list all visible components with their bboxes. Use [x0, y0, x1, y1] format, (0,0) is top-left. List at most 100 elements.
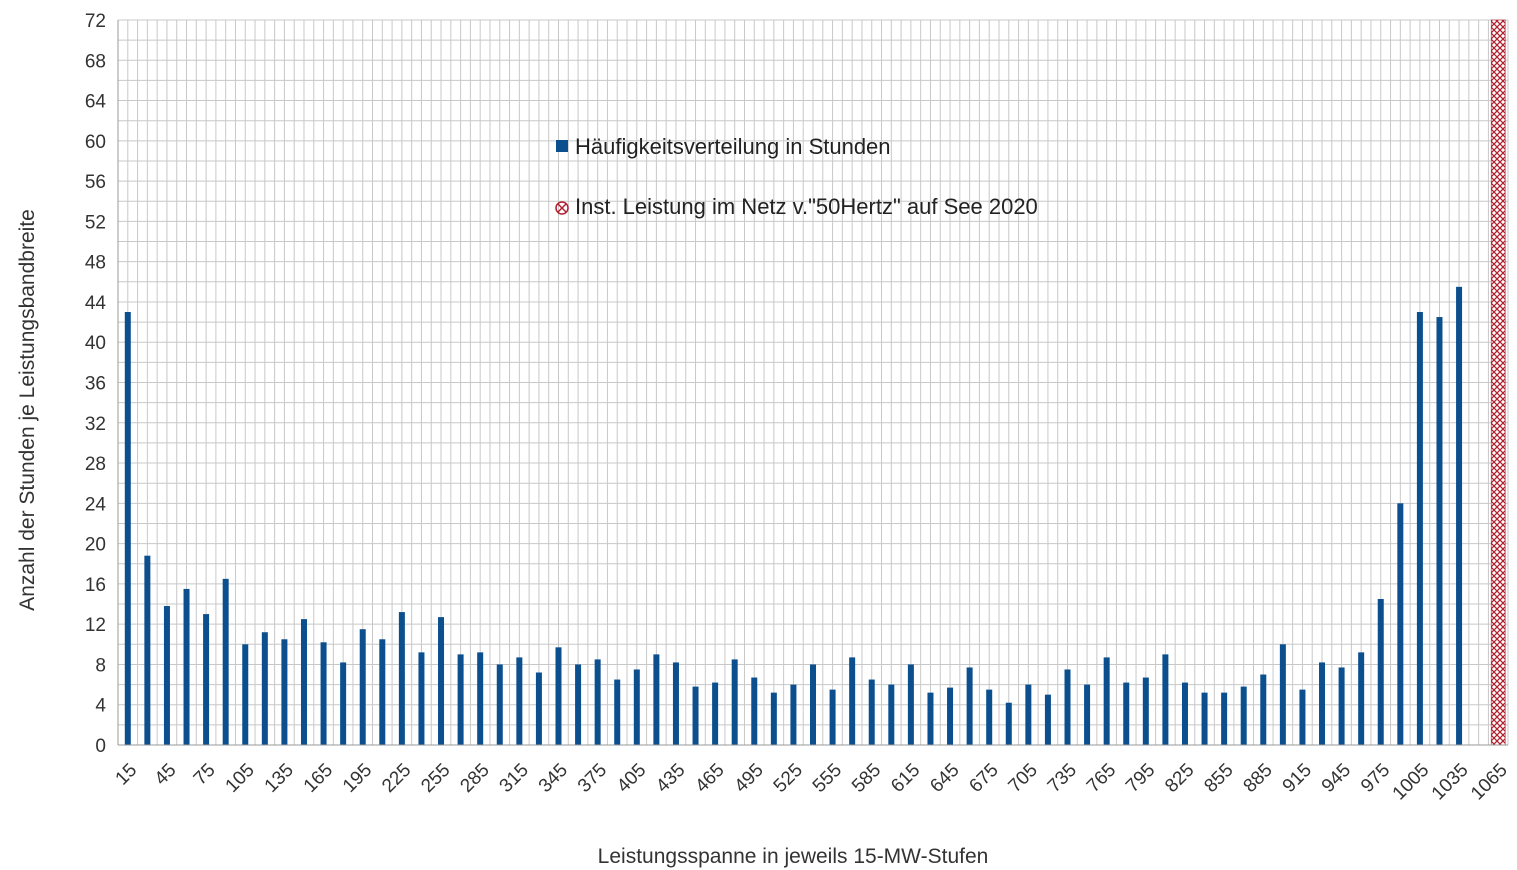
x-tick-label: 75 — [190, 760, 220, 790]
bar-225 — [398, 612, 405, 745]
bar-465 — [712, 682, 719, 745]
bar-615 — [907, 664, 914, 745]
bar-1020 — [1436, 317, 1443, 745]
x-tick-label: 1065 — [1467, 760, 1512, 805]
x-tick-label: 465 — [691, 760, 728, 797]
x-tick-label: 705 — [1005, 760, 1042, 797]
y-tick-label: 4 — [95, 696, 106, 717]
bar-360 — [575, 664, 582, 745]
x-tick-label: 765 — [1083, 760, 1120, 797]
bar-990 — [1397, 503, 1404, 745]
bar-585 — [868, 679, 875, 745]
legend: Häufigkeitsverteilung in Stunden Inst. L… — [555, 134, 1038, 219]
bar-1005 — [1416, 312, 1423, 745]
bar-630 — [927, 692, 934, 745]
bar-675 — [986, 689, 993, 745]
x-tick-label: 825 — [1161, 760, 1198, 797]
x-tick-label: 45 — [151, 760, 181, 790]
bar-90 — [222, 578, 229, 745]
x-tick-label: 915 — [1279, 760, 1316, 797]
x-tick-label: 1005 — [1389, 760, 1434, 805]
x-tick-label: 975 — [1357, 760, 1394, 797]
y-tick-label: 40 — [85, 333, 106, 354]
x-tick-label: 165 — [300, 760, 337, 797]
bar-960 — [1358, 652, 1365, 745]
bar-975 — [1377, 598, 1384, 745]
bar-135 — [281, 639, 288, 745]
x-tick-label: 285 — [456, 760, 493, 797]
x-tick-label: 855 — [1200, 760, 1237, 797]
bars — [124, 19, 1506, 746]
x-tick-label: 315 — [496, 760, 533, 797]
y-tick-label: 0 — [95, 736, 106, 757]
bar-420 — [653, 654, 660, 745]
y-tick-label: 60 — [85, 132, 106, 153]
x-tick-label: 195 — [339, 760, 376, 797]
grid — [117, 19, 1509, 746]
legend-swatch-series-1 — [556, 140, 568, 152]
x-tick-label: 435 — [652, 760, 689, 797]
bar-750 — [1084, 684, 1091, 745]
bar-240 — [418, 652, 425, 745]
bar-870 — [1240, 686, 1247, 745]
bar-525 — [790, 684, 797, 745]
bar-180 — [340, 662, 347, 745]
y-tick-label: 12 — [85, 615, 106, 636]
bar-825 — [1181, 682, 1188, 745]
axes — [117, 20, 1508, 746]
y-tick-label: 20 — [85, 535, 106, 556]
bar-900 — [1279, 644, 1286, 745]
y-tick-label: 44 — [85, 293, 107, 314]
bar-795 — [1142, 677, 1149, 745]
bar-300 — [496, 664, 503, 745]
x-tick-label: 885 — [1240, 760, 1277, 797]
bar-150 — [300, 619, 307, 745]
bar-255 — [438, 617, 445, 745]
bar-75 — [203, 614, 210, 745]
y-tick-label: 52 — [85, 212, 106, 233]
x-tick-label: 555 — [809, 760, 846, 797]
x-tick-label: 945 — [1318, 760, 1355, 797]
legend-label-series-2: Inst. Leistung im Netz v."50Hertz" auf S… — [575, 194, 1038, 219]
bar-810 — [1162, 654, 1169, 745]
bar-375 — [594, 659, 601, 745]
bar-765 — [1103, 657, 1110, 745]
x-tick-label: 225 — [378, 760, 415, 797]
bar-120 — [261, 632, 268, 745]
bar-450 — [692, 686, 699, 745]
x-tick-label: 15 — [112, 760, 142, 790]
bar-735 — [1064, 669, 1071, 745]
bar-720 — [1044, 694, 1051, 745]
bar-705 — [1025, 684, 1032, 745]
y-tick-label: 56 — [85, 172, 106, 193]
bar-600 — [888, 684, 895, 745]
bar-660 — [966, 667, 973, 745]
bar-15 — [124, 312, 131, 745]
bar-885 — [1260, 674, 1267, 745]
y-tick-label: 72 — [85, 11, 106, 32]
bar-645 — [947, 687, 954, 745]
x-tick-label: 405 — [613, 760, 650, 797]
bar-510 — [770, 692, 777, 745]
bar-915 — [1299, 689, 1306, 745]
bar-945 — [1338, 667, 1345, 745]
bar-435 — [672, 662, 679, 745]
bar-285 — [477, 652, 484, 745]
bar-390 — [614, 679, 621, 745]
y-tick-label: 32 — [85, 414, 106, 435]
legend-swatch-series-2 — [555, 201, 569, 215]
bar-195 — [359, 629, 366, 745]
y-tick-label: 48 — [85, 253, 106, 274]
y-tick-label: 8 — [95, 655, 106, 676]
x-tick-label: 525 — [770, 760, 807, 797]
x-tick-label: 585 — [848, 760, 885, 797]
x-tick-label: 1035 — [1428, 760, 1473, 805]
y-tick-label: 28 — [85, 454, 106, 475]
bar-690 — [1005, 702, 1012, 745]
bar-930 — [1319, 662, 1326, 745]
bar-270 — [457, 654, 464, 745]
bar-405 — [633, 669, 640, 745]
y-tick-label: 24 — [85, 494, 107, 515]
